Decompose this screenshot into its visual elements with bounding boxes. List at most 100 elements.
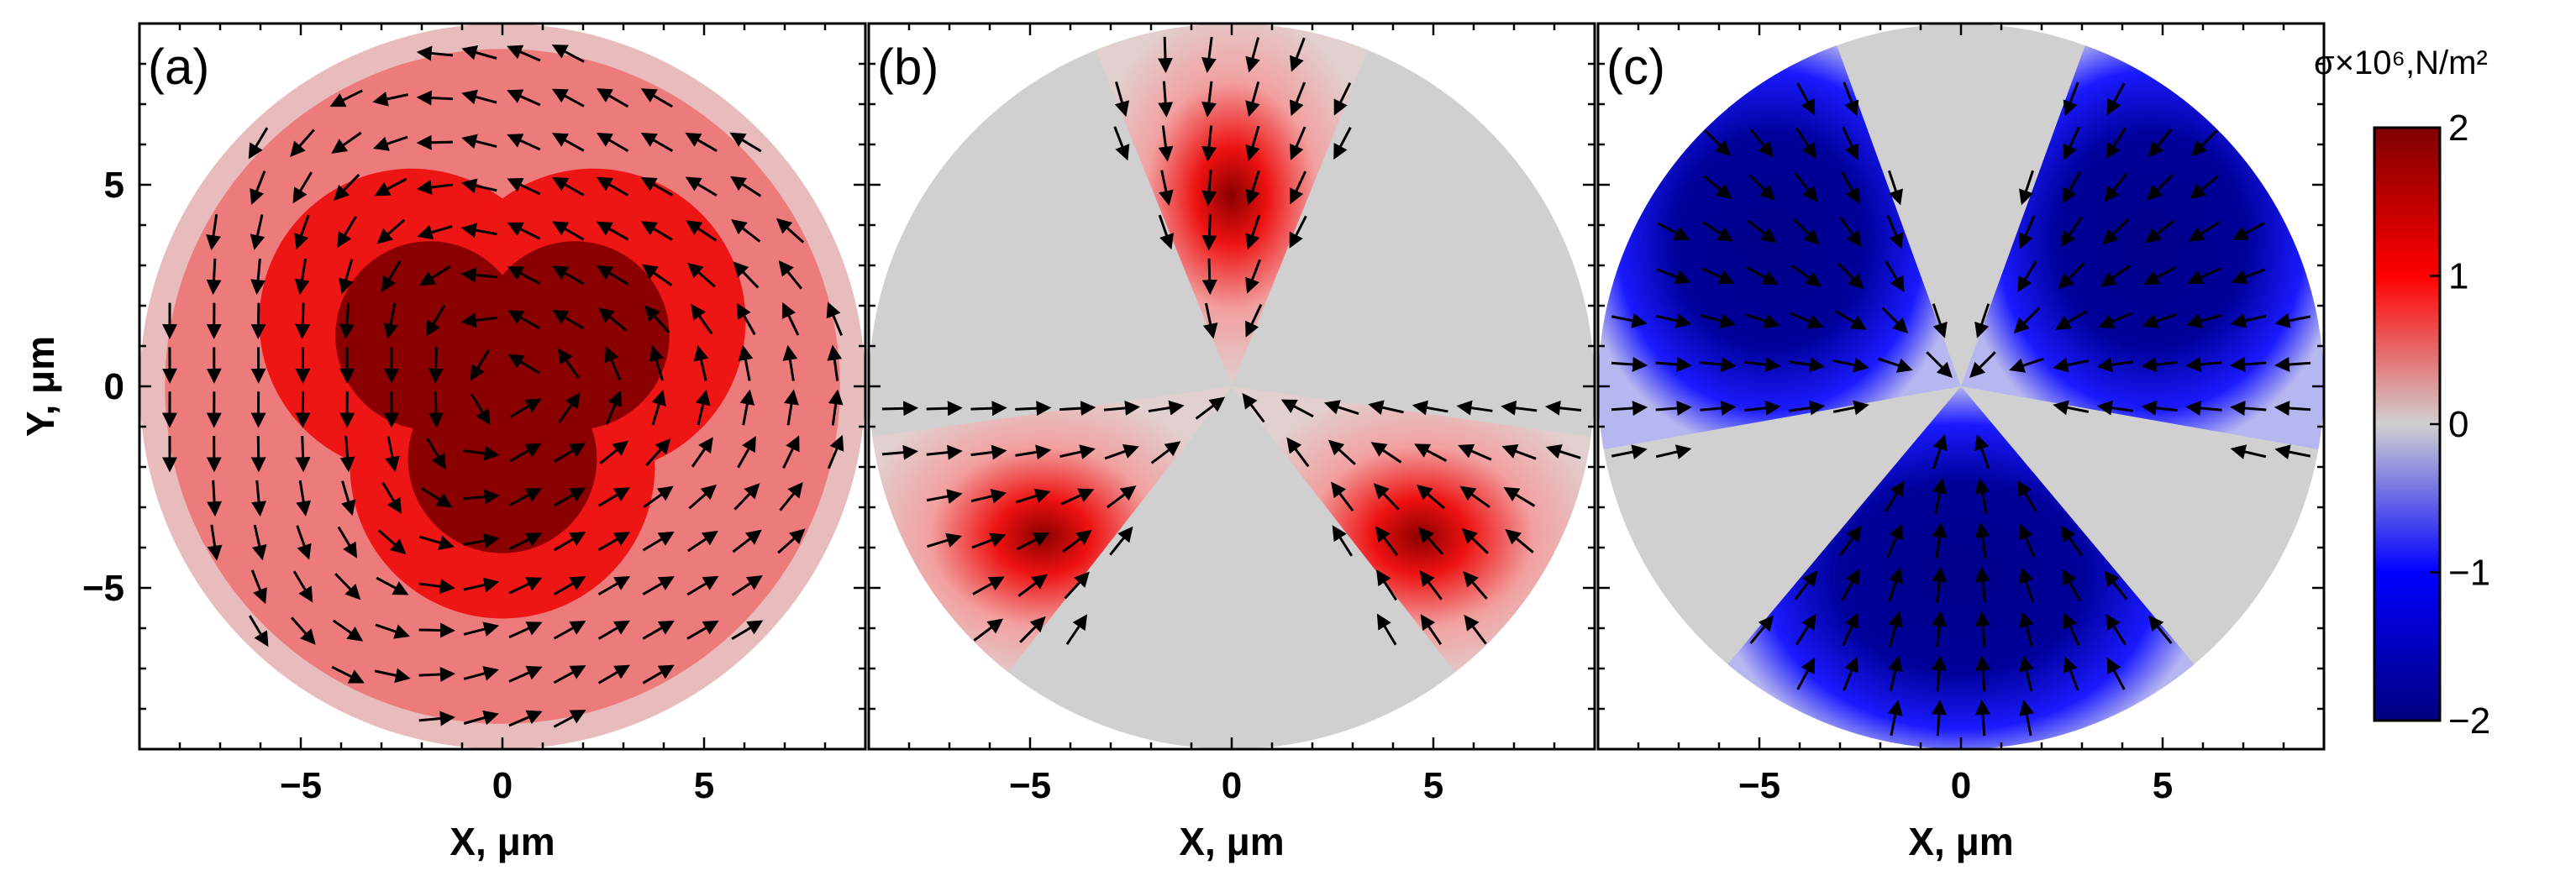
vector-arrow: [2019, 170, 2034, 206]
vector-arrow: [1103, 400, 1141, 416]
vector-arrow: [428, 347, 444, 384]
vector-arrow: [1245, 125, 1260, 161]
vector-arrow: [1148, 400, 1185, 416]
vector-arrow: [2230, 401, 2267, 416]
x-axis-label: X, μm: [1179, 820, 1284, 863]
vector-arrow: [295, 302, 311, 339]
vector-arrow: [927, 532, 962, 548]
vector-arrow: [1932, 655, 1947, 692]
vector-arrow: [2185, 400, 2222, 416]
vector-arrow: [1202, 302, 1218, 339]
vector-arrow: [463, 666, 499, 681]
vector-arrow: [1747, 219, 1777, 244]
vector-arrow: [1885, 480, 1905, 513]
vector-arrow: [1106, 485, 1137, 509]
vector-arrow: [781, 302, 800, 336]
vector-arrow: [2053, 400, 2090, 416]
vector-arrow: [1974, 434, 1990, 469]
vector-arrow: [1015, 401, 1052, 417]
vector-arrow: [376, 218, 406, 244]
vector-arrow: [2063, 81, 2079, 117]
vector-arrow: [1113, 126, 1130, 161]
vector-arrow: [251, 480, 267, 517]
vector-arrow: [508, 710, 543, 727]
vector-arrow: [206, 214, 221, 251]
vector-arrow: [1065, 614, 1088, 645]
vector-arrow: [643, 485, 674, 508]
vector-arrow: [604, 346, 622, 380]
vector-arrow: [973, 618, 1004, 642]
vector-arrow: [1104, 443, 1139, 460]
vector-arrow: [1796, 657, 1816, 690]
vector-arrow: [1201, 170, 1217, 207]
vector-arrow: [685, 133, 718, 152]
x-tick-label: 0: [492, 765, 513, 806]
vector-arrow: [685, 176, 718, 197]
vector-arrow: [383, 302, 398, 339]
vector-arrow: [1158, 125, 1174, 162]
stress-field: [139, 24, 865, 749]
vector-arrow: [2100, 265, 2132, 287]
vector-arrow: [1748, 174, 1775, 201]
vector-arrow: [2104, 570, 2128, 600]
vector-arrow: [2106, 657, 2126, 690]
vector-arrow: [1419, 570, 1443, 600]
vector-arrow: [1932, 303, 1948, 338]
vector-arrow: [376, 576, 409, 595]
vector-arrow: [1932, 478, 1948, 515]
vector-arrow: [1201, 36, 1217, 73]
vector-arrow: [827, 434, 844, 469]
vector-arrow: [1700, 313, 1736, 328]
vector-arrow: [881, 444, 919, 460]
panel-b: −5 0 5 X, μm (b): [867, 22, 1596, 863]
vector-arrow: [332, 619, 364, 642]
y-tick-label: −5: [82, 568, 124, 609]
vector-arrow: [2060, 216, 2083, 248]
vector-arrow: [416, 180, 453, 195]
vector-arrow: [207, 524, 223, 561]
vector-arrow: [463, 533, 500, 548]
vector-arrow: [1888, 611, 1903, 648]
vector-arrow: [372, 92, 409, 107]
vector-arrow: [508, 488, 542, 506]
vector-arrow: [296, 480, 312, 517]
vector-arrow: [642, 576, 675, 595]
vector-arrow: [460, 178, 497, 194]
vector-arrow: [1333, 82, 1352, 116]
vector-arrow: [2230, 313, 2267, 328]
vector-arrow: [377, 529, 407, 555]
vector-arrow: [598, 307, 628, 332]
vector-arrow: [329, 89, 363, 108]
vector-arrow: [729, 132, 762, 153]
vector-arrow: [339, 435, 355, 473]
vector-arrow: [1657, 222, 1690, 241]
vector-arrow: [463, 577, 500, 593]
vector-arrow: [1015, 444, 1052, 460]
vector-arrow: [642, 620, 675, 640]
x-tick-label: −5: [280, 765, 322, 806]
vector-arrow: [418, 711, 455, 726]
vector-arrow: [1974, 611, 1990, 648]
vector-arrow: [420, 487, 453, 508]
vector-arrow: [2190, 175, 2219, 200]
vector-arrow: [1700, 400, 1737, 416]
vector-arrow: [294, 214, 310, 250]
vector-arrow: [416, 45, 454, 61]
vector-arrow: [828, 389, 844, 426]
vector-arrow: [1458, 443, 1492, 461]
vector-arrow: [1332, 525, 1354, 557]
vector-arrow: [1974, 478, 1990, 515]
vector-arrow: [2063, 612, 2080, 647]
vector-arrow: [334, 173, 360, 202]
vector-arrow: [250, 258, 266, 296]
vector-arrow: [1969, 351, 1996, 378]
vector-arrow: [1843, 656, 1859, 691]
vector-arrow: [1655, 313, 1692, 328]
vector-arrow: [827, 344, 843, 381]
vector-arrow: [1376, 613, 1397, 646]
vector-arrow: [374, 668, 411, 684]
x-axis-label: X, μm: [1908, 820, 2013, 863]
vector-arrow: [1327, 439, 1356, 465]
vector-arrow: [687, 530, 718, 553]
vector-arrow: [1245, 214, 1261, 250]
